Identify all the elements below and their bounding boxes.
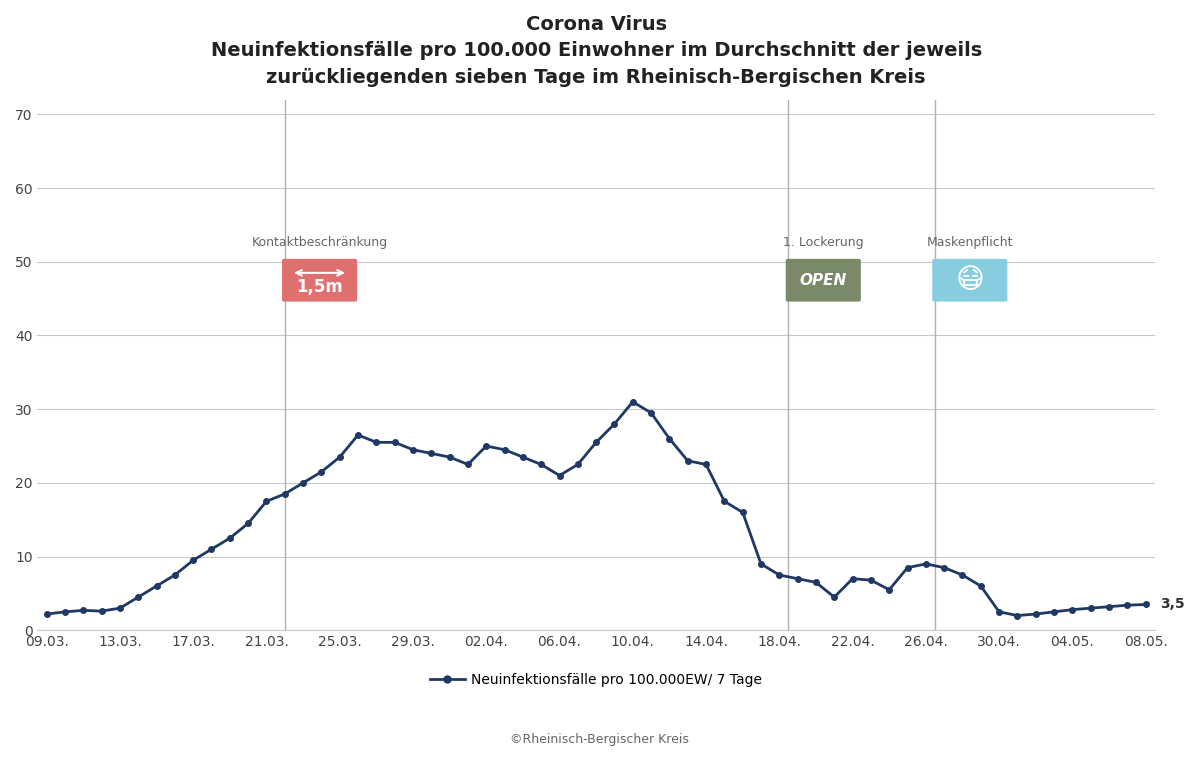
FancyBboxPatch shape — [933, 259, 1007, 302]
FancyBboxPatch shape — [282, 259, 357, 302]
Text: Kontaktbeschränkung: Kontaktbeschränkung — [252, 236, 387, 249]
Text: Maskenpflicht: Maskenpflicht — [927, 236, 1013, 249]
FancyBboxPatch shape — [785, 259, 861, 302]
Text: ©Rheinisch-Bergischer Kreis: ©Rheinisch-Bergischer Kreis — [510, 733, 689, 746]
Text: 1. Lockerung: 1. Lockerung — [783, 236, 863, 249]
Text: 1,5m: 1,5m — [296, 278, 343, 296]
Legend: Neuinfektionsfälle pro 100.000EW/ 7 Tage: Neuinfektionsfälle pro 100.000EW/ 7 Tage — [424, 667, 769, 692]
Text: 3,5: 3,5 — [1161, 597, 1185, 612]
Title: Corona Virus
Neuinfektionsfälle pro 100.000 Einwohner im Durchschnitt der jeweil: Corona Virus Neuinfektionsfälle pro 100.… — [211, 15, 982, 87]
Text: OPEN: OPEN — [800, 273, 846, 288]
Text: 😷: 😷 — [956, 266, 984, 294]
